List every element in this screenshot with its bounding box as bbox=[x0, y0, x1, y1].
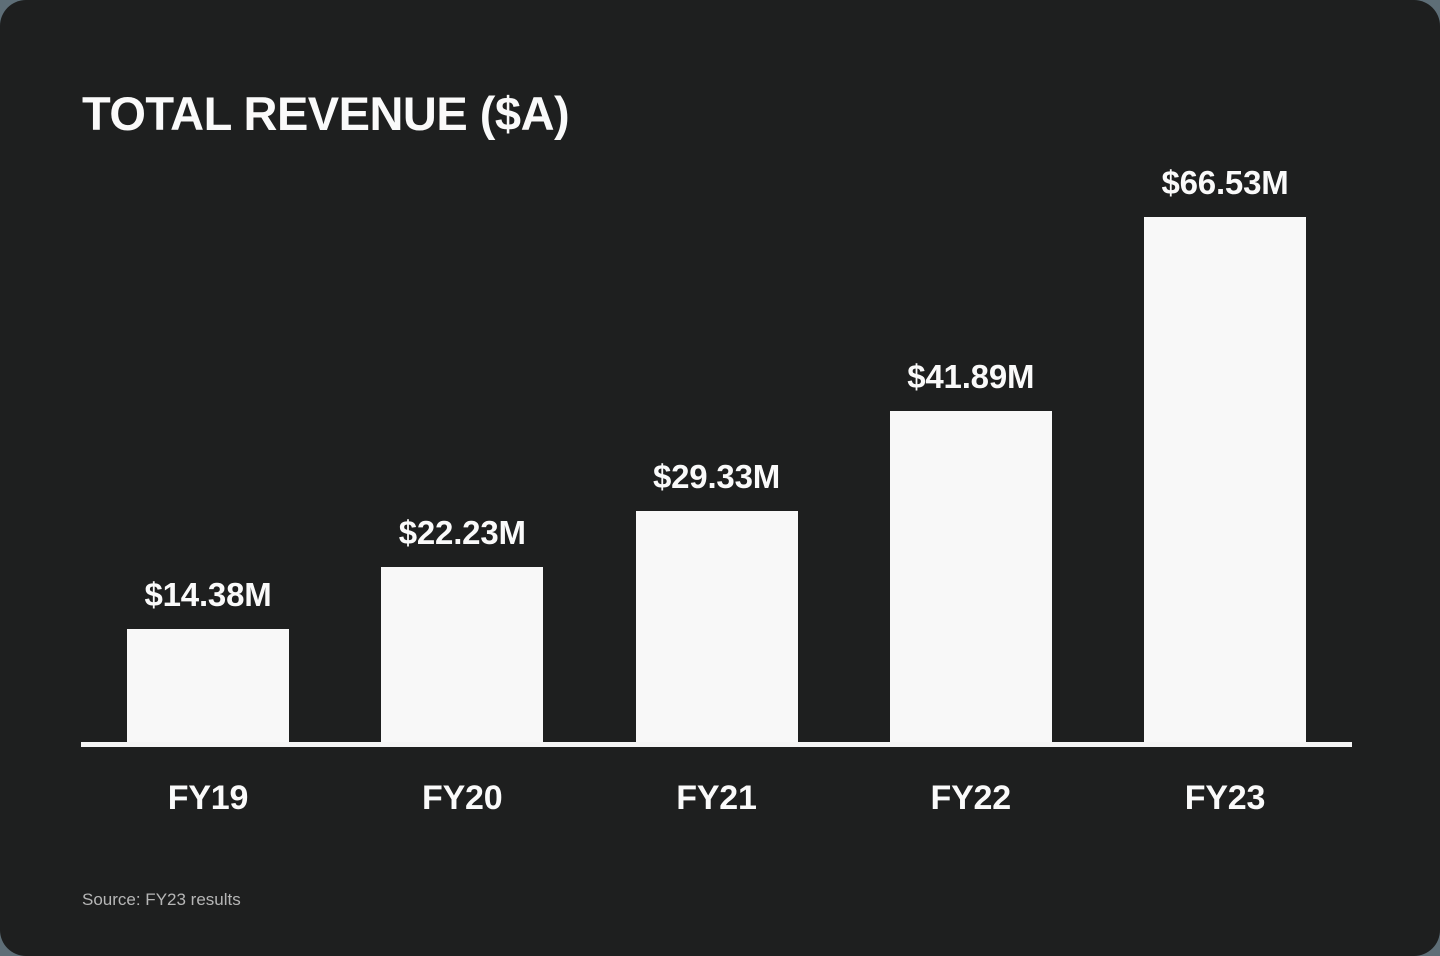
bar-fy22[interactable] bbox=[889, 411, 1052, 742]
x-axis-line bbox=[81, 742, 1352, 747]
chart-plot-area: $14.38M $22.23M $29.33M $41.89M $66.53M bbox=[81, 150, 1352, 742]
bar-group-fy19[interactable]: $14.38M bbox=[81, 150, 335, 742]
bar-group-fy21[interactable]: $29.33M bbox=[590, 150, 844, 742]
bar-value-label: $66.53M bbox=[1161, 164, 1289, 201]
x-axis-label-fy19: FY19 bbox=[167, 779, 249, 817]
x-axis-labels: FY19 FY20 FY21 FY22 FY23 bbox=[81, 778, 1352, 819]
source-note: Source: FY23 results bbox=[82, 890, 241, 909]
bar-value-label: $41.89M bbox=[907, 358, 1035, 396]
x-axis-label-fy23: FY23 bbox=[1184, 779, 1266, 817]
x-axis-label-fy20: FY20 bbox=[422, 779, 503, 817]
bar-value-label: $14.38M bbox=[144, 575, 272, 613]
bar-group-fy22[interactable]: $41.89M bbox=[844, 150, 1098, 742]
bar-fy21[interactable] bbox=[635, 510, 798, 742]
bar-value-label: $29.33M bbox=[652, 457, 781, 495]
bar-fy20[interactable] bbox=[381, 566, 544, 742]
x-axis-label-fy21: FY21 bbox=[676, 779, 757, 817]
bar-value-label: $22.23M bbox=[398, 513, 526, 551]
x-axis-label-fy22: FY22 bbox=[930, 779, 1012, 817]
bar-group-fy20[interactable]: $22.23M bbox=[335, 150, 589, 742]
bar-fy19[interactable] bbox=[127, 628, 289, 742]
page-title: TOTAL REVENUE ($A) bbox=[82, 87, 570, 140]
bar-group-fy23[interactable]: $66.53M bbox=[1098, 150, 1352, 742]
bar-fy23[interactable] bbox=[1144, 217, 1306, 742]
bar-series: $14.38M $22.23M $29.33M $41.89M $66.53M bbox=[81, 150, 1352, 742]
